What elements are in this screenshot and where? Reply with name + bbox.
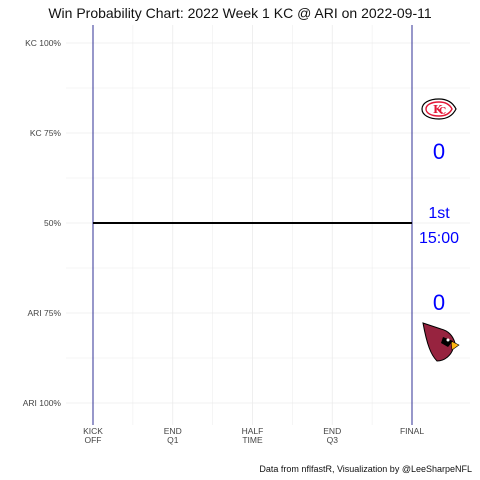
x-tick-label: Q1 [167, 435, 179, 445]
kc-chiefs-logo: K C [421, 98, 457, 120]
game-clock: 15:00 [419, 230, 459, 247]
svg-text:K: K [433, 103, 443, 116]
home-score: 0 [433, 139, 445, 164]
chart-title: Win Probability Chart: 2022 Week 1 KC @ … [48, 5, 432, 21]
x-tick-label: Q3 [327, 435, 339, 445]
y-tick-label: ARI 75% [27, 308, 61, 318]
y-tick-label: ARI 100% [23, 398, 62, 408]
x-tick-label: END [323, 426, 341, 436]
x-tick-label: END [164, 426, 182, 436]
x-tick-label: FINAL [400, 426, 424, 436]
x-tick-label: TIME [242, 435, 263, 445]
x-tick-label: HALF [242, 426, 264, 436]
y-tick-label: KC 75% [30, 128, 62, 138]
y-tick-label: KC 100% [25, 38, 61, 48]
x-tick-label: OFF [85, 435, 102, 445]
svg-text:C: C [439, 107, 446, 117]
x-tick-label: KICK [83, 426, 103, 436]
quarter-label: 1st [428, 205, 450, 222]
away-score: 0 [433, 290, 445, 315]
vertical-lines [92, 25, 413, 425]
ari-cardinals-logo [422, 322, 460, 362]
grid-layer [66, 25, 470, 425]
y-tick-label: 50% [44, 218, 61, 228]
caption: Data from nflfastR, Visualization by @Le… [259, 464, 472, 474]
y-tick-labels: KC 100% KC 75% 50% ARI 75% ARI 100% [23, 38, 62, 408]
